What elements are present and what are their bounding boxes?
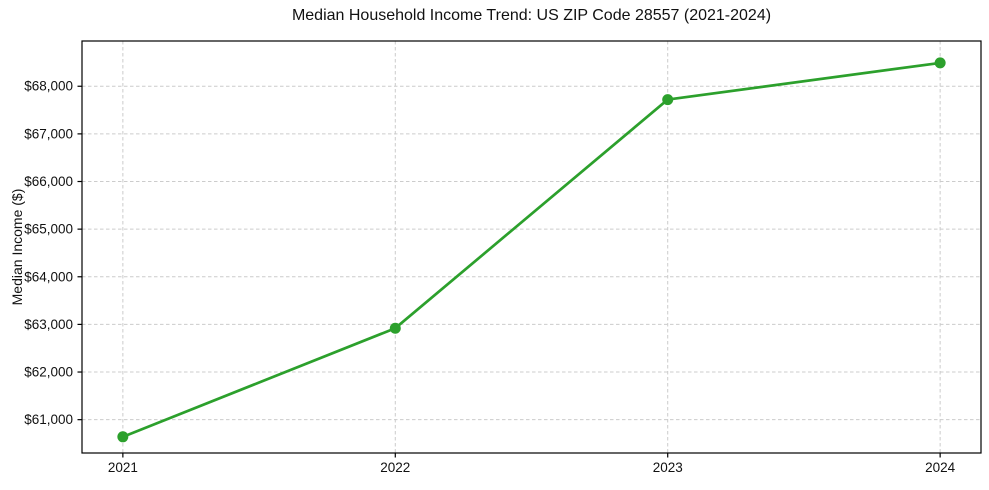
y-tick-label: $64,000	[24, 269, 73, 284]
trend-line	[121, 61, 942, 439]
y-tick-label: $62,000	[24, 365, 73, 380]
x-tick-label: 2023	[653, 460, 683, 475]
chart-title: Median Household Income Trend: US ZIP Co…	[291, 7, 772, 24]
data-point-2021	[117, 431, 129, 443]
data-point-2023	[662, 94, 674, 106]
plot-border	[81, 40, 982, 454]
y-tick-label: $65,000	[24, 222, 73, 237]
y-tick-label: $67,000	[24, 126, 73, 141]
x-tick-label: 2021	[108, 460, 138, 475]
x-tick-label: 2024	[925, 460, 956, 475]
y-tick-label: $61,000	[24, 412, 73, 427]
data-point-2024	[934, 57, 946, 69]
y-tick-label: $68,000	[24, 79, 73, 94]
data-point-2022	[389, 322, 401, 334]
y-tick-label: $66,000	[24, 174, 73, 189]
y-tick-label: $63,000	[24, 317, 73, 332]
x-tick-label: 2022	[380, 460, 410, 475]
